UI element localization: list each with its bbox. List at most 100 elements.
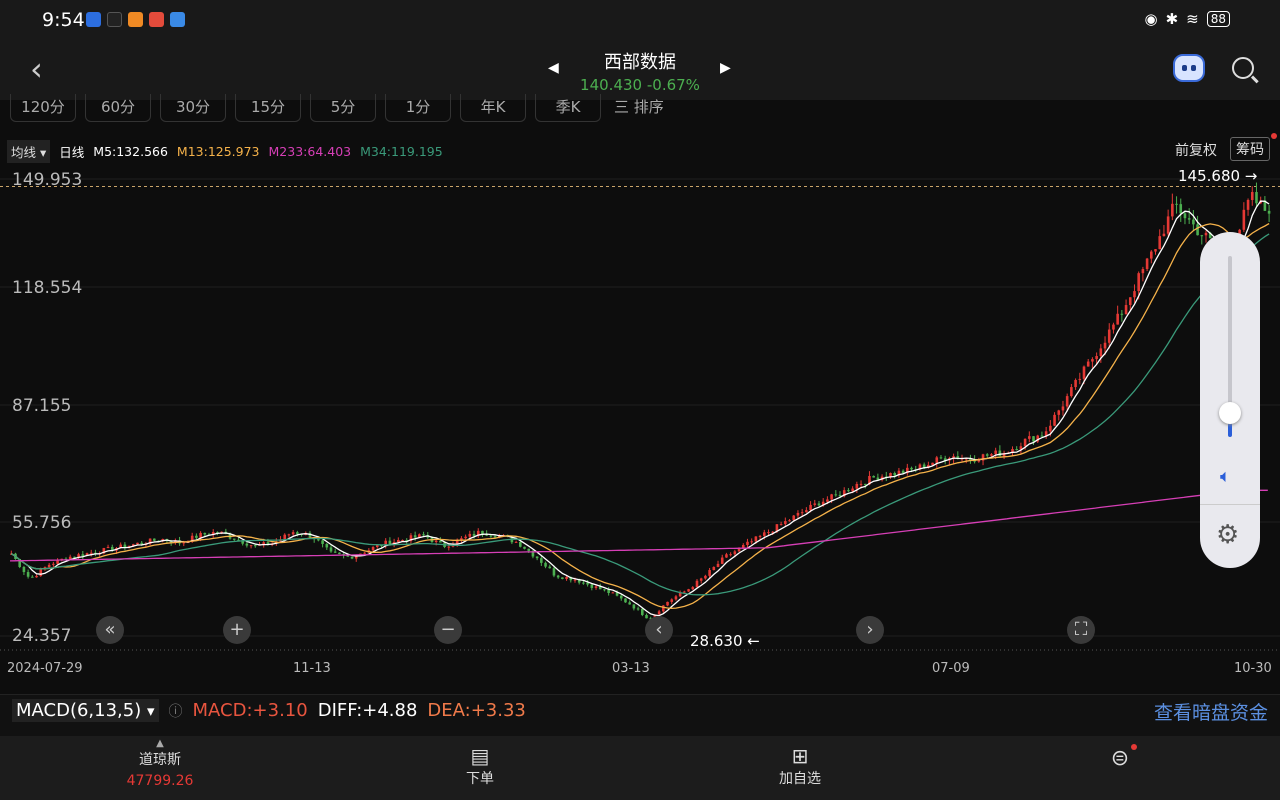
scroll-right-button[interactable]: ›: [856, 616, 884, 644]
fullscreen-button[interactable]: ⛶: [1067, 616, 1095, 644]
candle-body: [527, 548, 531, 551]
adjust-button[interactable]: 前复权: [1175, 143, 1217, 159]
candle-body: [523, 546, 526, 549]
gear-icon[interactable]: ⚙: [1216, 520, 1240, 550]
candle-body: [418, 534, 421, 538]
candle-body: [893, 472, 896, 476]
speaker-icon[interactable]: 🔈︎: [1220, 466, 1231, 487]
candle-body: [136, 542, 139, 545]
add-watchlist-button[interactable]: ⊞ 加自选: [760, 744, 840, 788]
candle-body: [371, 547, 375, 551]
notification-dot: [1271, 133, 1277, 139]
more-menu-icon[interactable]: ⊜: [1105, 744, 1137, 771]
candle-body: [813, 503, 817, 505]
candle-body: [830, 494, 833, 500]
candle-body: [1074, 379, 1077, 388]
zoom-in-button[interactable]: +: [223, 616, 251, 644]
candle-body: [863, 483, 867, 485]
bottom-bar: ▲ 道琼斯 47799.26 ▤ 下单 ⊞ 加自选 ⊜: [0, 736, 1280, 800]
candle-body: [889, 472, 892, 478]
ma-selector-label: 均线: [11, 145, 37, 160]
candle-body: [733, 551, 737, 555]
candle-body: [1179, 204, 1183, 214]
volume-track[interactable]: [1228, 256, 1232, 416]
zoom-out-button[interactable]: −: [434, 616, 462, 644]
status-bar: 9:54 ◉ ✱ ≋ 88: [0, 0, 1280, 40]
index-ticker[interactable]: ▲ 道琼斯 47799.26: [110, 738, 210, 789]
candle-body: [876, 477, 880, 481]
next-stock-button[interactable]: ▶: [720, 60, 731, 76]
candle-body: [1166, 216, 1170, 234]
candle-body: [182, 542, 186, 544]
ma13-line: [10, 223, 1270, 609]
stock-price: 140.430: [580, 76, 643, 94]
candle-body: [1124, 305, 1128, 315]
candle-body: [683, 591, 686, 593]
candle-body: [1032, 436, 1035, 442]
candle-body: [826, 499, 829, 502]
candle-body: [910, 467, 913, 470]
ma-selector[interactable]: 均线 ▾: [7, 140, 51, 163]
candle-body: [636, 608, 640, 610]
tab-year[interactable]: 年K: [460, 94, 526, 122]
candle-body: [266, 542, 270, 545]
candle-body: [720, 557, 724, 564]
candle-body: [729, 554, 732, 556]
order-button[interactable]: ▤ 下单: [440, 744, 520, 788]
candle-body: [22, 566, 26, 573]
candle-body: [969, 458, 972, 461]
candle-body: [1204, 232, 1208, 236]
volume-slider-knob[interactable]: [1219, 402, 1241, 424]
assistant-robot-icon[interactable]: [1173, 54, 1205, 82]
candle-body: [388, 540, 392, 545]
candle-body: [565, 576, 568, 579]
candle-body: [952, 456, 955, 459]
candle-body: [216, 532, 219, 534]
document-icon: ▤: [470, 744, 490, 768]
candle-body: [704, 575, 707, 579]
scroll-start-button[interactable]: «: [96, 616, 124, 644]
candle-body: [153, 538, 156, 541]
candle-body: [338, 552, 341, 555]
tab-120m[interactable]: 120分: [10, 94, 76, 122]
battery-icon: 88: [1206, 11, 1230, 27]
notification-icons: [86, 12, 185, 27]
dark-pool-link[interactable]: 查看暗盘资金: [1153, 702, 1268, 724]
candle-body: [674, 596, 678, 600]
x-tick: 10-30: [1234, 661, 1272, 676]
tab-15m[interactable]: 15分: [235, 94, 301, 122]
candlestick-chart[interactable]: [0, 165, 1280, 655]
candle-body: [47, 564, 51, 568]
chips-button[interactable]: 筹码: [1230, 137, 1270, 161]
tab-5m[interactable]: 5分: [310, 94, 376, 122]
stock-change: -0.67%: [646, 76, 700, 94]
candle-body: [308, 532, 312, 538]
tab-60m[interactable]: 60分: [85, 94, 151, 122]
ma5-line: [10, 200, 1270, 617]
candle-body: [821, 501, 825, 506]
candle-body: [998, 450, 1002, 457]
candle-body: [628, 602, 631, 605]
candle-body: [245, 543, 249, 546]
candle-body: [333, 551, 337, 553]
macd-selector[interactable]: MACD(6,13,5) ▾: [12, 699, 159, 722]
tab-30m[interactable]: 30分: [160, 94, 226, 122]
x-tick: 03-13: [612, 661, 650, 676]
candle-body: [670, 599, 674, 602]
tab-1m[interactable]: 1分: [385, 94, 451, 122]
search-icon[interactable]: [1232, 57, 1254, 79]
candle-body: [695, 580, 699, 588]
candle-body: [253, 545, 257, 547]
candle-body: [586, 582, 589, 585]
candle-body: [1196, 224, 1199, 236]
candle-body: [598, 586, 602, 590]
help-icon[interactable]: ⓘ: [168, 703, 183, 720]
back-button[interactable]: ‹: [30, 50, 43, 88]
sort-button[interactable]: 三 排序: [614, 98, 664, 116]
prev-stock-button[interactable]: ◀: [548, 60, 559, 76]
scroll-left-button[interactable]: ‹: [645, 616, 673, 644]
candle-body: [611, 592, 615, 594]
tab-quarter[interactable]: 季K: [535, 94, 601, 122]
candle-body: [81, 554, 85, 557]
y-tick: 87.155: [12, 396, 72, 416]
